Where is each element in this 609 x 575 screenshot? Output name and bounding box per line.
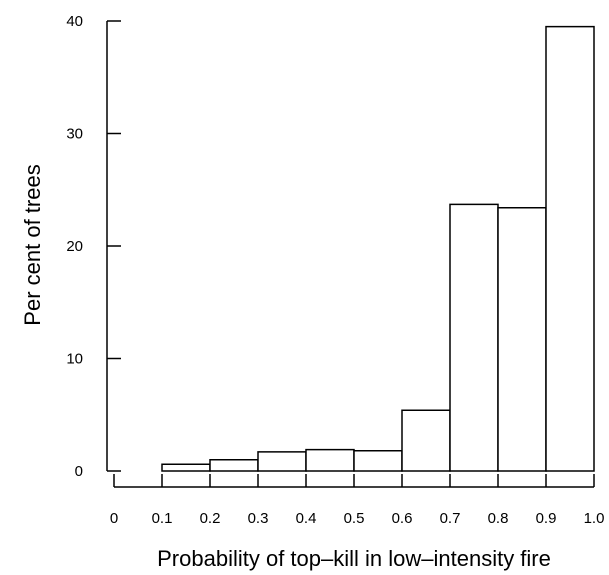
- bars-group: [161, 25, 595, 472]
- y-tick-label: 20: [66, 238, 83, 255]
- x-tick-label: 0.1: [152, 510, 173, 527]
- histogram-bar: [449, 203, 499, 472]
- x-tick-label: 0.4: [296, 510, 317, 527]
- x-tick-label: 0.8: [488, 510, 509, 527]
- y-axis-ticks: 0 10 20 30 40: [66, 13, 121, 480]
- histogram-bar: [497, 207, 547, 472]
- histogram-bar: [545, 25, 595, 472]
- histogram-bar: [209, 459, 259, 472]
- x-tick-label: 0.6: [392, 510, 413, 527]
- histogram-bar: [353, 450, 403, 472]
- x-tick-label: 0.3: [248, 510, 269, 527]
- histogram-bar: [257, 451, 307, 472]
- x-tick-label: 0.2: [200, 510, 221, 527]
- histogram-bar: [401, 409, 451, 472]
- histogram-bar: [161, 463, 211, 472]
- x-tick-label: 0.5: [344, 510, 365, 527]
- y-tick-label: 40: [66, 13, 83, 30]
- x-tick-label: 0: [110, 510, 118, 527]
- histogram-bar: [305, 448, 355, 472]
- x-axis-title: Probability of top–kill in low–intensity…: [157, 546, 551, 571]
- y-axis-title: Per cent of trees: [20, 164, 45, 325]
- y-tick-label: 10: [66, 351, 83, 368]
- x-axis-ticks: 0 0.1 0.2 0.3 0.4 0.5 0.6 0.7 0.8 0.9 1.0: [110, 474, 605, 527]
- x-tick-label: 0.7: [440, 510, 461, 527]
- y-tick-label: 30: [66, 126, 83, 143]
- x-tick-label: 0.9: [536, 510, 557, 527]
- x-tick-label: 1.0: [584, 510, 605, 527]
- y-tick-label: 0: [75, 463, 83, 480]
